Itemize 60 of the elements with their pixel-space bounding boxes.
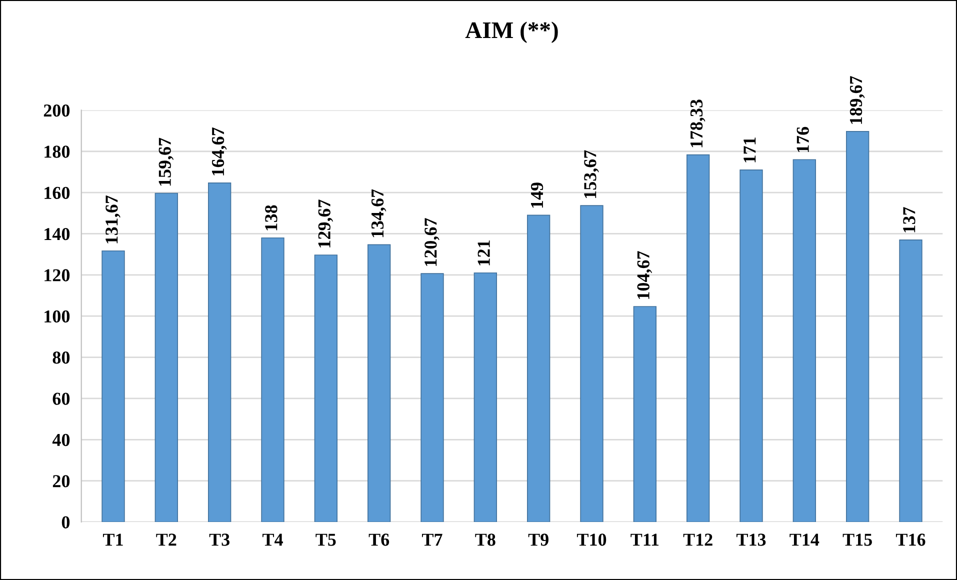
data-label: 171 — [744, 138, 756, 162]
x-tick-label: T2 — [156, 534, 176, 546]
bar — [686, 154, 710, 522]
bar — [846, 131, 870, 522]
bar — [314, 254, 338, 522]
x-tick-label: T3 — [209, 534, 230, 546]
data-label: 121 — [478, 240, 490, 266]
x-tick-label: T8 — [475, 534, 496, 546]
bar — [154, 192, 178, 522]
y-tick-label: 160 — [44, 186, 70, 199]
y-tick-label: 200 — [44, 104, 70, 117]
x-tick-label: T1 — [102, 534, 123, 546]
data-label: 134,67 — [371, 189, 386, 238]
data-label: 178,33 — [690, 100, 706, 148]
x-tick-label: T4 — [262, 534, 283, 546]
x-tick-label: T13 — [736, 534, 766, 546]
chart-title: AIM (**) — [465, 22, 558, 44]
x-tick-label: T12 — [683, 534, 712, 546]
y-tick-label: 180 — [44, 146, 70, 158]
x-tick-label: T10 — [576, 534, 606, 546]
y-tick-label: 80 — [52, 352, 70, 364]
bar — [580, 205, 604, 522]
data-label: 120,67 — [424, 218, 440, 266]
data-label: 137 — [903, 207, 916, 232]
data-label: 159,67 — [158, 138, 174, 186]
x-tick-label: T14 — [790, 534, 820, 546]
data-label: 129,67 — [318, 200, 334, 248]
y-tick-label: 120 — [44, 269, 70, 282]
bar — [526, 214, 550, 522]
y-tick-label: 20 — [52, 475, 70, 488]
data-label: 153,67 — [584, 150, 599, 198]
bar — [899, 239, 922, 522]
bar — [102, 250, 125, 522]
x-tick-label: T15 — [842, 534, 872, 546]
y-tick-label: 100 — [44, 310, 70, 323]
y-tick-label: 140 — [44, 228, 70, 240]
data-label: 104,67 — [637, 251, 652, 299]
data-label: 131,67 — [106, 196, 120, 244]
y-tick-label: 60 — [52, 392, 70, 405]
y-tick-label: 0 — [62, 516, 70, 528]
bar — [261, 237, 284, 522]
bar — [740, 169, 763, 522]
x-tick-label: T5 — [316, 534, 336, 546]
data-label: 176 — [796, 126, 809, 152]
data-label: 149 — [530, 182, 544, 208]
x-tick-label: T9 — [528, 534, 548, 546]
bar — [474, 272, 497, 522]
bar — [367, 244, 391, 522]
data-label: 189,67 — [850, 76, 865, 124]
x-tick-label: T11 — [630, 534, 659, 546]
x-tick-label: T7 — [422, 534, 442, 546]
x-tick-label: T16 — [896, 534, 926, 546]
y-tick-label: 40 — [52, 434, 70, 446]
bar — [420, 273, 444, 522]
bar — [633, 306, 656, 522]
data-label: 138 — [265, 205, 278, 230]
bar — [792, 159, 816, 522]
bar — [208, 182, 232, 522]
data-label: 164,67 — [212, 128, 227, 176]
x-tick-label: T6 — [368, 534, 390, 546]
